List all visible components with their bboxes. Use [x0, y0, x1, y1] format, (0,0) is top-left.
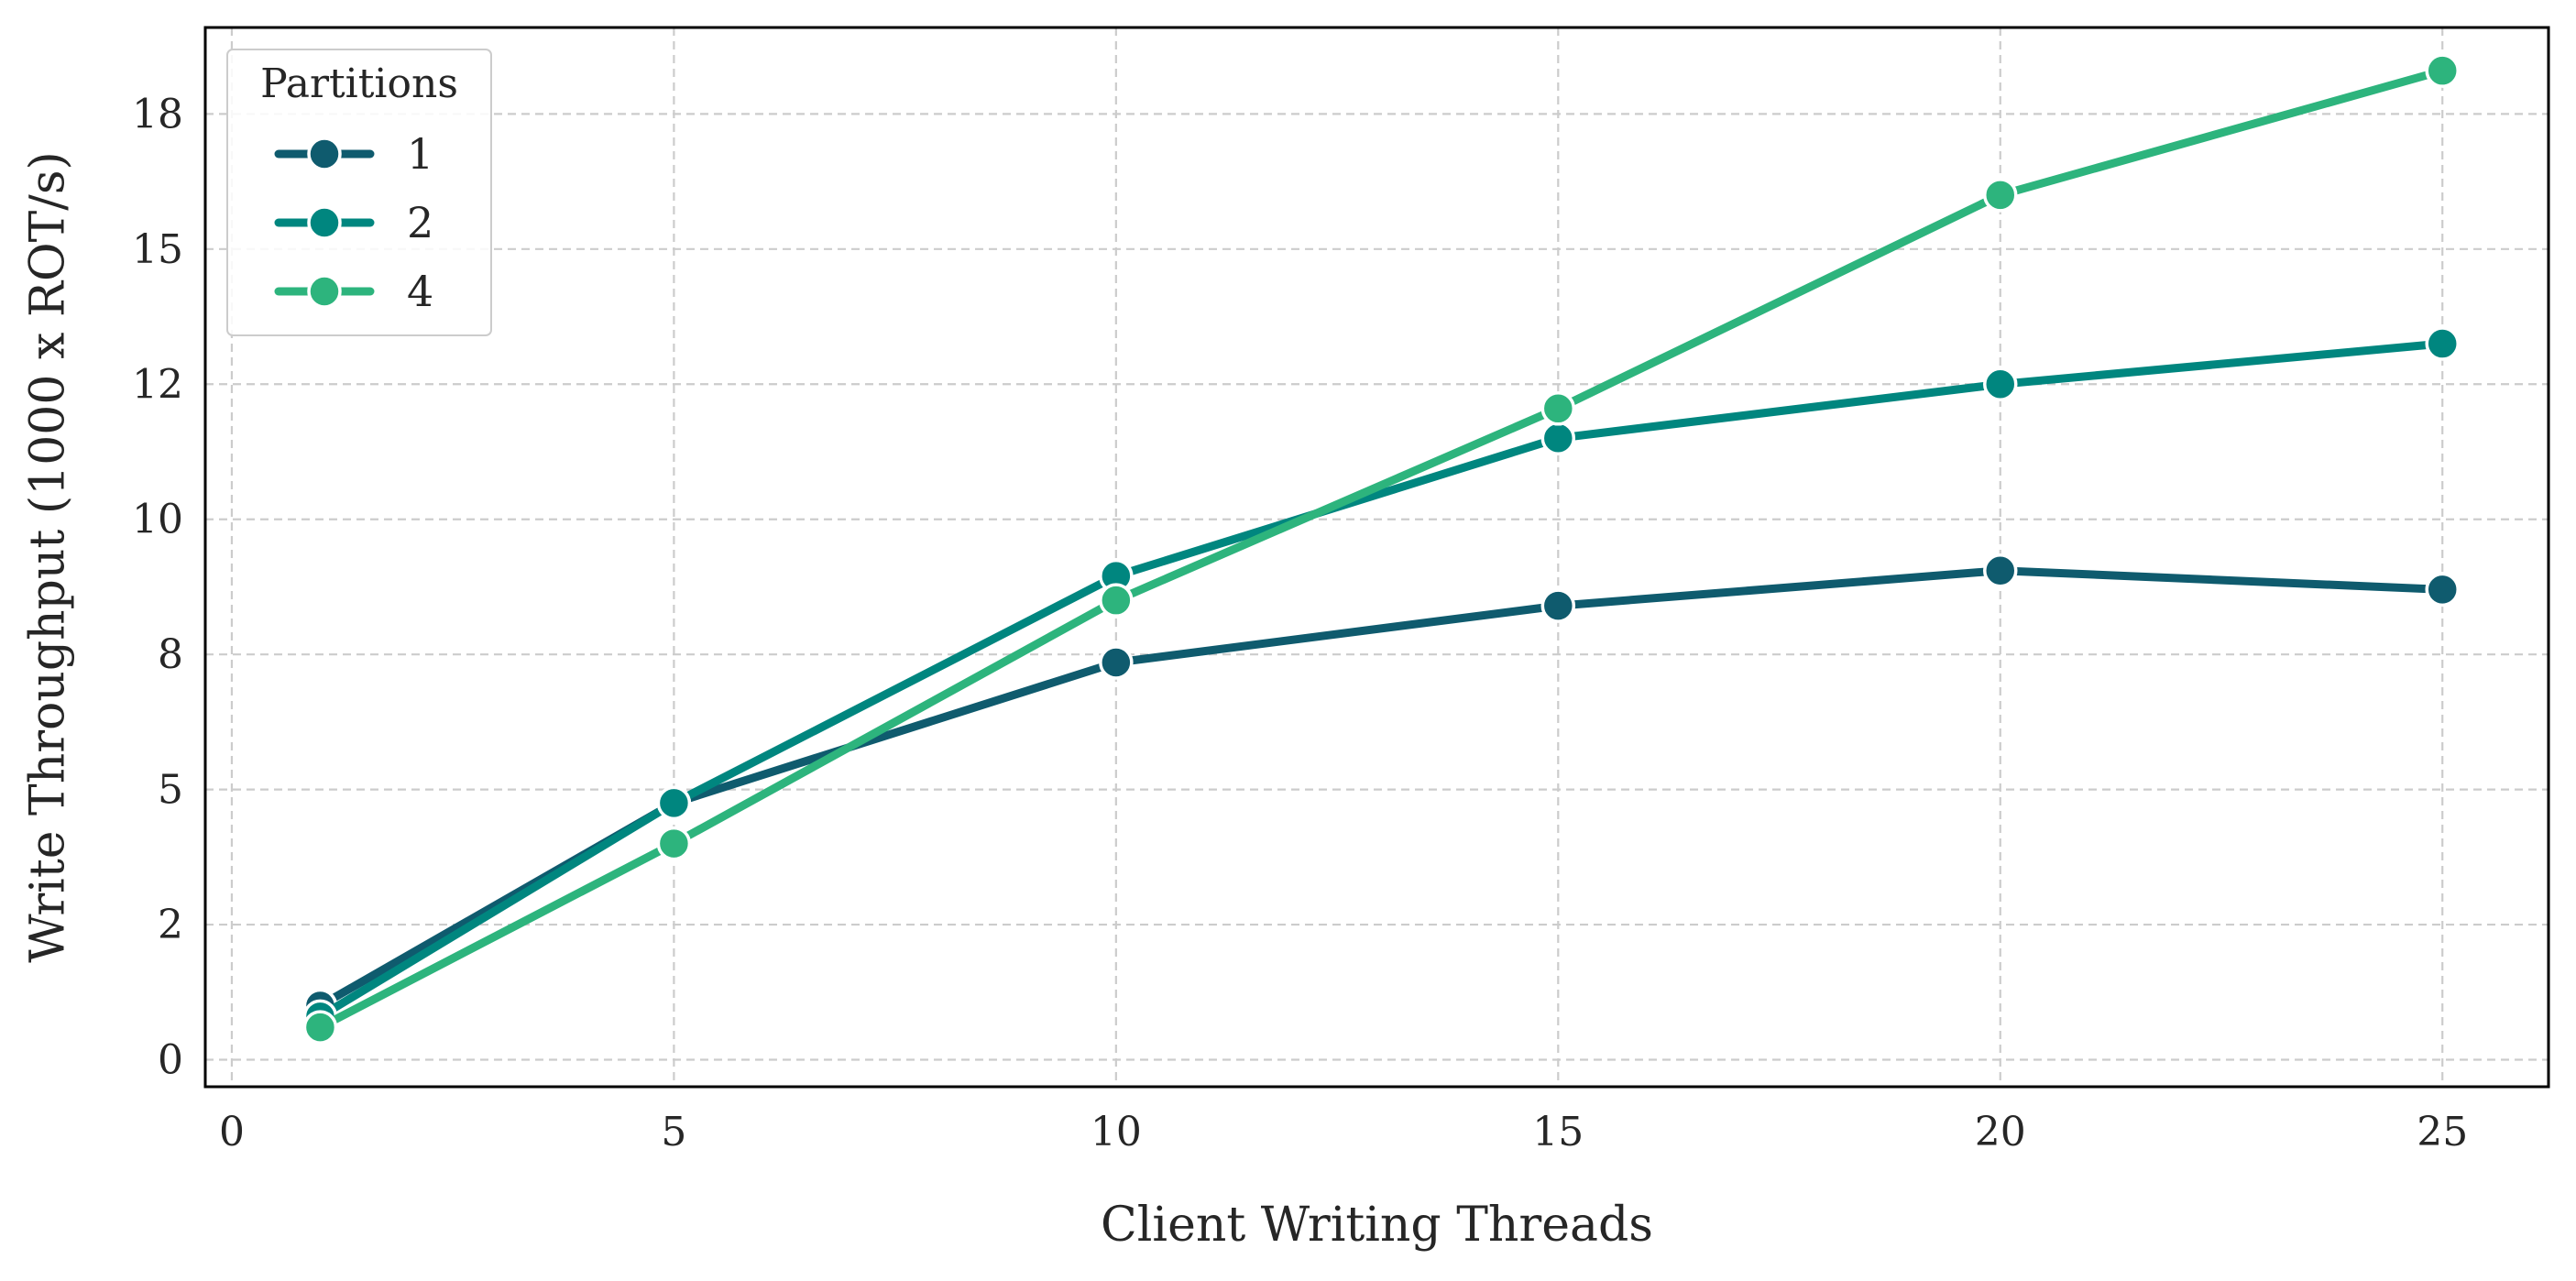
y-tick-label: 8: [158, 631, 183, 678]
data-point: [2425, 53, 2460, 88]
x-axis-ticks: 0 5 10 15 20 25: [219, 1109, 2468, 1155]
y-tick-label: 10: [132, 497, 183, 543]
x-tick-label: 25: [2417, 1109, 2468, 1155]
data-point: [2425, 572, 2460, 608]
legend-title: Partitions: [260, 60, 458, 107]
x-axis-label: Client Writing Threads: [1101, 1198, 1653, 1253]
x-tick-label: 10: [1091, 1109, 1142, 1155]
x-tick-label: 15: [1532, 1109, 1584, 1155]
data-point: [1983, 553, 2018, 588]
legend-item-1: 1: [274, 129, 433, 179]
x-tick-label: 20: [1975, 1109, 2026, 1155]
legend-label: 2: [407, 198, 433, 247]
series-layer: [302, 53, 2460, 1045]
series-line-2: [315, 339, 2447, 1021]
data-point: [1540, 588, 1576, 623]
y-tick-label: 18: [132, 91, 183, 137]
data-point: [1983, 367, 2018, 402]
legend-marker: [307, 137, 342, 171]
series-1: [302, 553, 2460, 1024]
legend-marker: [307, 274, 342, 309]
legend-marker: [307, 205, 342, 240]
legend-label: 4: [407, 267, 433, 316]
data-point: [1540, 421, 1576, 455]
y-tick-label: 2: [158, 902, 183, 948]
plot-frame: [203, 26, 2550, 1089]
series-2: [302, 326, 2460, 1035]
legend: Partitions 1 2 4: [226, 49, 492, 336]
y-tick-label: 12: [132, 361, 183, 408]
data-point: [656, 785, 692, 821]
data-point: [656, 826, 692, 861]
data-point: [1099, 583, 1134, 618]
x-tick-label: 0: [219, 1109, 245, 1155]
series-4: [302, 53, 2460, 1045]
data-point: [1099, 645, 1134, 680]
series-line-1: [315, 566, 2447, 1010]
data-point: [1540, 391, 1576, 426]
x-tick-label: 5: [661, 1109, 686, 1155]
y-axis-label: Write Throughput (1000 x ROT/s): [21, 151, 76, 963]
data-point: [1983, 178, 2018, 213]
y-tick-label: 15: [132, 226, 183, 273]
y-axis-ticks: 0 2 5 8 10 12 15 18: [132, 91, 183, 1083]
y-tick-label: 0: [158, 1037, 183, 1084]
grid-lines: [205, 27, 2549, 1087]
legend-box: [226, 49, 492, 336]
legend-item-2: 2: [274, 198, 433, 247]
y-tick-label: 5: [158, 767, 183, 814]
data-point: [302, 1010, 338, 1045]
legend-label: 1: [407, 129, 433, 179]
legend-item-4: 4: [274, 267, 433, 316]
series-line-4: [315, 66, 2447, 1032]
data-point: [2425, 326, 2460, 361]
